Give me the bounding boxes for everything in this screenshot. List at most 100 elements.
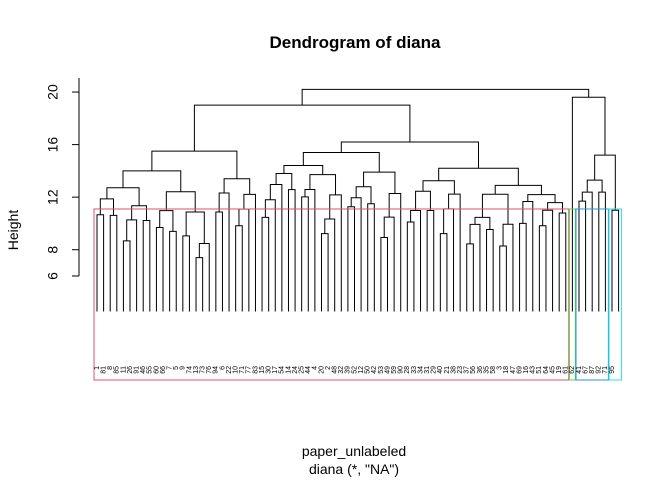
- leaf-label: 74: [186, 366, 193, 374]
- tree-branch: [611, 209, 620, 312]
- leaf-label: 47: [510, 366, 517, 374]
- leaf-label: 24: [292, 366, 299, 374]
- leaf-label: 41: [576, 366, 583, 374]
- leaf-label: 81: [100, 366, 107, 374]
- leaf-label: 15: [259, 366, 266, 374]
- tree-branch: [388, 193, 402, 312]
- leaf-label: 23: [457, 366, 464, 374]
- leaf-label: 52: [351, 366, 358, 374]
- tree-branch: [363, 171, 396, 194]
- tree-branch: [304, 188, 316, 312]
- leaf-label: 69: [516, 366, 523, 374]
- leaf-label: 10: [232, 366, 239, 374]
- leaf-label: 3: [497, 366, 504, 370]
- cluster-box: [608, 208, 623, 381]
- leaf-label: 30: [266, 366, 273, 374]
- tree-branch: [165, 191, 196, 213]
- tree-branch: [96, 214, 105, 312]
- tree-branch: [218, 192, 230, 312]
- leaf-label: 35: [483, 366, 490, 374]
- y-axis: 6 8 12 16 20: [45, 78, 80, 280]
- tree-branch: [122, 240, 131, 312]
- leaf-label: 44: [305, 366, 312, 374]
- y-axis-label: Height: [5, 210, 21, 251]
- tree-branch: [527, 194, 556, 203]
- tree-branch: [235, 225, 243, 312]
- leaf-label: 71: [239, 366, 246, 374]
- cluster-rectangles: [93, 208, 623, 381]
- tree-branch: [571, 96, 606, 312]
- tree-branch: [486, 229, 494, 312]
- y-tick-label: 16: [45, 137, 61, 153]
- tree-branch: [586, 179, 603, 193]
- y-tick-label: 20: [45, 84, 61, 100]
- leaf-label: 66: [160, 366, 167, 374]
- leaf-label: 13: [193, 366, 200, 374]
- leaf-label: 67: [582, 366, 589, 374]
- tree-branch: [151, 150, 238, 179]
- tree-branch: [215, 211, 223, 312]
- tree-branch: [547, 202, 563, 214]
- tree-branch: [406, 221, 415, 312]
- tree-branch: [415, 190, 431, 211]
- tree-branch: [439, 233, 448, 312]
- tree-branch: [494, 184, 542, 195]
- tree-branch: [109, 214, 118, 312]
- leaf-label: 17: [272, 366, 279, 374]
- leaf-label: 83: [252, 366, 259, 374]
- cluster-box: [93, 208, 570, 381]
- tree-branch: [502, 223, 514, 312]
- leaf-label: 7: [166, 366, 173, 370]
- tree-branch: [269, 184, 283, 312]
- tree-branch: [410, 209, 422, 312]
- leaf-label: 16: [523, 366, 530, 374]
- leaf-label: 46: [140, 366, 147, 374]
- leaf-label: 90: [398, 366, 405, 374]
- leaf-label: 61: [563, 366, 570, 374]
- tree-branch: [275, 173, 293, 190]
- tree-branch: [169, 230, 177, 312]
- tree-branch: [474, 216, 491, 230]
- tree-branch: [426, 210, 435, 312]
- tree-branch: [519, 222, 527, 312]
- leaf-label: 42: [371, 366, 378, 374]
- leaf-label: 12: [358, 366, 365, 374]
- y-tick-label: 8: [45, 246, 61, 254]
- tree-branch: [581, 191, 593, 312]
- tree-branch: [264, 199, 276, 312]
- leaf-label: 22: [226, 366, 233, 374]
- leaf-label: 9: [180, 366, 187, 370]
- leaf-label: 91: [133, 366, 140, 374]
- leaf-label: 87: [589, 366, 596, 374]
- leaf-label: 34: [417, 366, 424, 374]
- cluster-box: [575, 208, 609, 381]
- chart-title: Dendrogram of diana: [270, 33, 442, 52]
- tree-branch: [324, 218, 336, 312]
- leaf-label: 4: [312, 366, 319, 370]
- leaf-label: 54: [279, 366, 286, 374]
- leaf-label: 55: [147, 366, 154, 374]
- leaf-label: 29: [431, 366, 438, 374]
- leaf-label: 40: [437, 366, 444, 374]
- tree-branch: [466, 243, 474, 312]
- leaf-label: 59: [391, 366, 398, 374]
- tree-branch: [223, 178, 251, 195]
- leaf-label: 20: [318, 366, 325, 374]
- method-sublabel: diana (*, "NA"): [309, 461, 399, 477]
- leaf-label: 48: [332, 366, 339, 374]
- leaf-label: 8: [107, 366, 114, 370]
- tree-branch: [243, 193, 256, 312]
- tree-branch: [522, 201, 534, 312]
- tree-branch: [238, 208, 250, 312]
- leaf-label: 73: [199, 366, 206, 374]
- leaf-label: 36: [477, 366, 484, 374]
- leaf-label: 76: [206, 366, 213, 374]
- tree-branch: [578, 200, 587, 312]
- dendrogram-tree: [96, 88, 620, 312]
- tree-branch: [499, 245, 507, 312]
- tree-branch: [438, 167, 519, 186]
- tree-branch: [99, 198, 115, 216]
- leaf-label: 58: [490, 366, 497, 374]
- leaf-label: 28: [404, 366, 411, 374]
